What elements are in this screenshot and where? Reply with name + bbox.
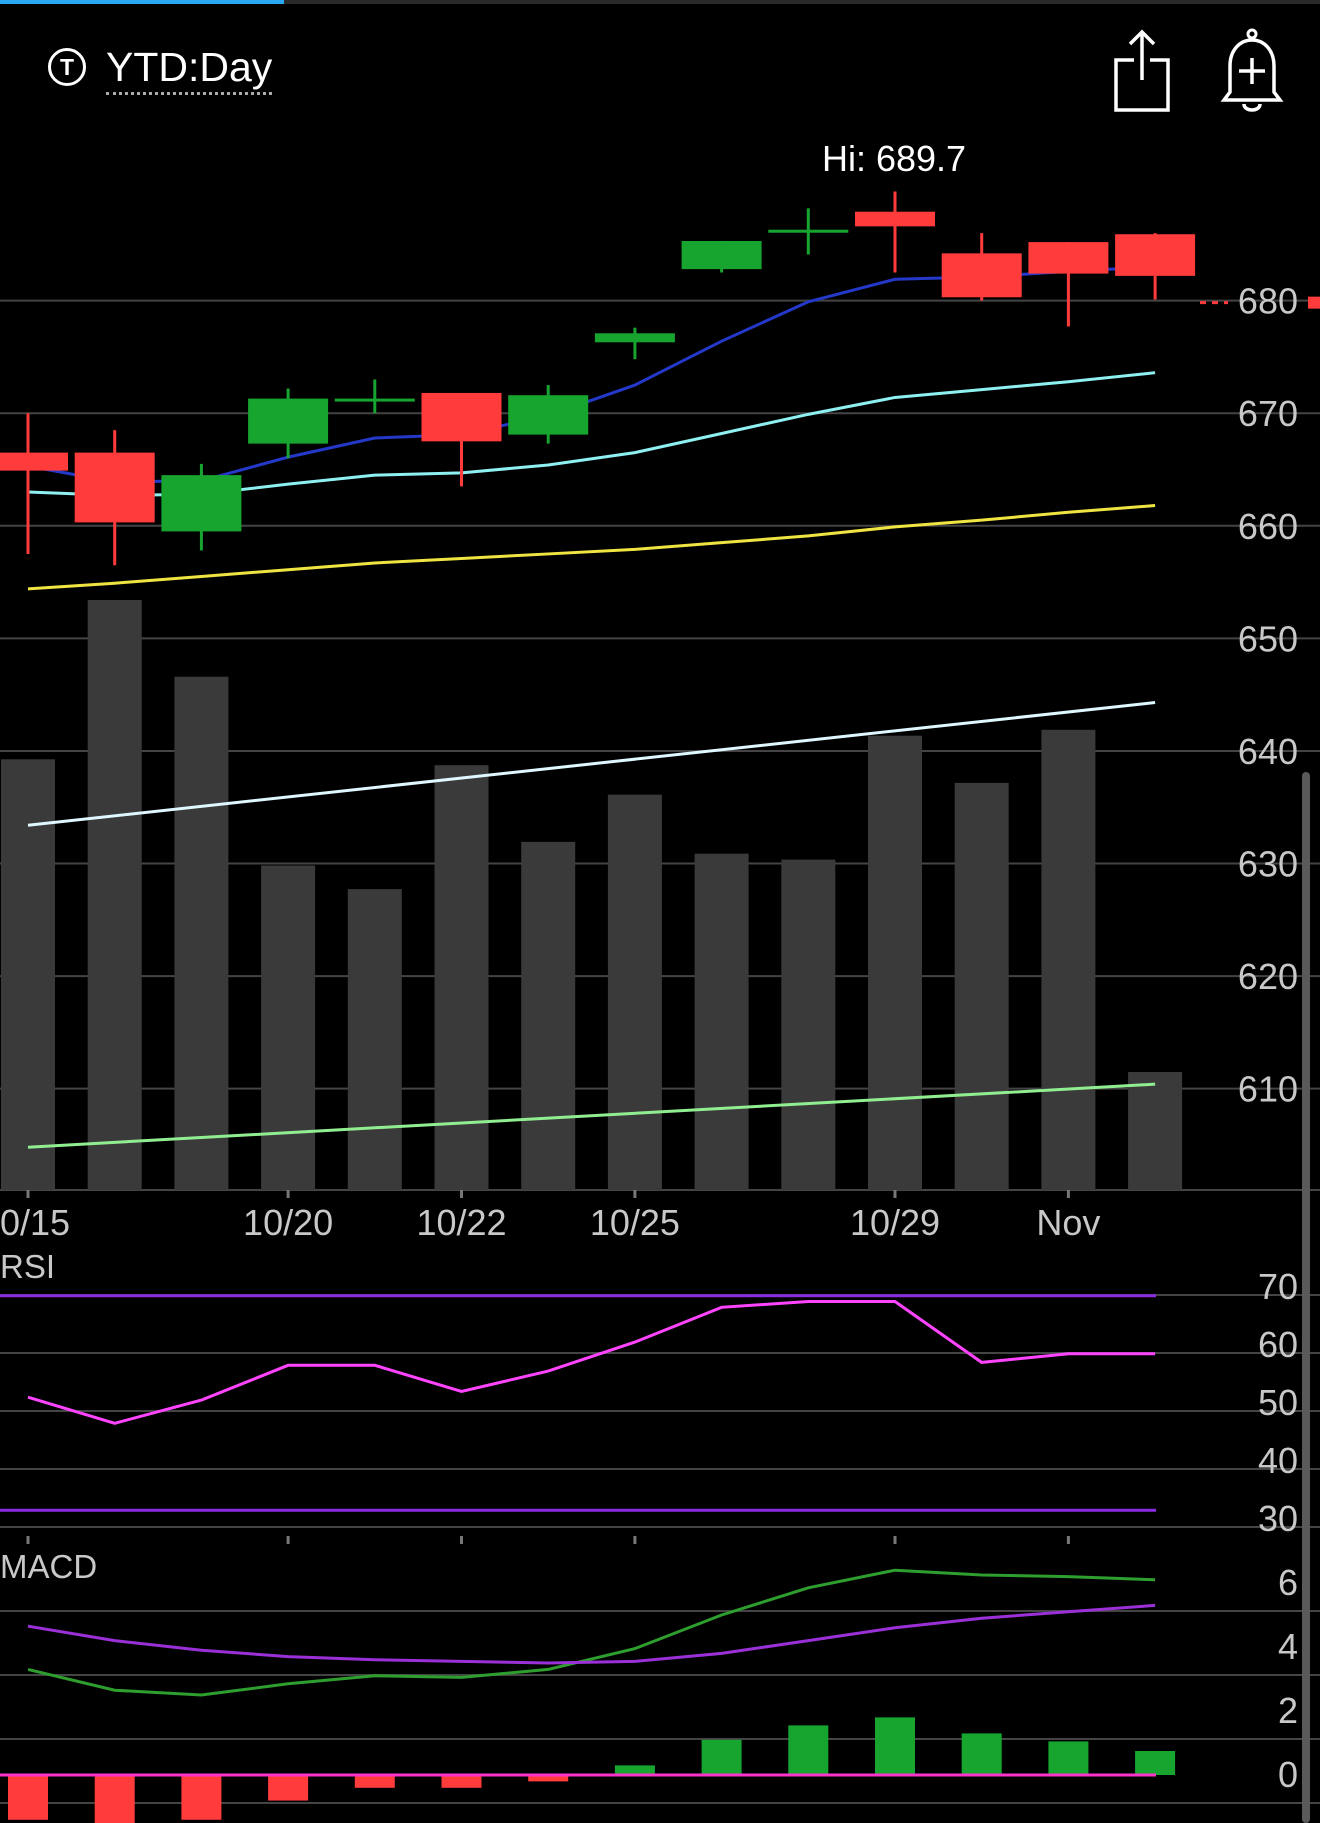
candle-body [855, 211, 935, 227]
candle-body [681, 240, 762, 270]
rsi-tick-label: 30 [1258, 1498, 1298, 1539]
scroll-indicator [1302, 772, 1310, 1823]
macd-histogram-bar [961, 1733, 1002, 1775]
volume-bar [868, 735, 922, 1190]
loading-progress-track [0, 0, 1320, 4]
moving-average-line-ma_slow [27, 504, 1156, 591]
candle-body [768, 229, 849, 233]
candle-body [74, 452, 155, 523]
date-tick-label: 0/15 [0, 1202, 70, 1243]
volume-bar [174, 676, 229, 1190]
loading-progress-fill [0, 0, 284, 4]
high-price-label: Hi: 689.7 [822, 138, 966, 179]
candle-body [1028, 242, 1109, 274]
price-tick-label: 680 [1238, 281, 1298, 322]
macd-tick-label: 4 [1278, 1626, 1298, 1667]
macd-histogram-bar [875, 1717, 915, 1775]
candle-body [1115, 234, 1196, 276]
macd-tick-label: 6 [1278, 1562, 1298, 1603]
volume-bar [954, 782, 1009, 1190]
macd-histogram-bar [354, 1775, 395, 1788]
volume-bar [607, 794, 662, 1190]
volume-bar [87, 600, 142, 1190]
volume-bar [521, 841, 576, 1190]
candle-body [0, 452, 68, 471]
timeframe-icon[interactable]: T [48, 48, 86, 86]
price-tick-label: 670 [1238, 393, 1298, 434]
price-tick-label: 650 [1238, 618, 1298, 659]
date-tick-label: 10/29 [850, 1202, 940, 1243]
last-price-marker [1308, 296, 1320, 309]
candle-body [941, 253, 1022, 298]
candle-body [594, 333, 675, 343]
candle-body [248, 398, 329, 444]
volume-bar [261, 865, 316, 1190]
moving-average-line-ma_fast [27, 265, 1156, 484]
volume-bar [1041, 729, 1096, 1190]
volume-bar [781, 859, 836, 1190]
macd-histogram-bar [614, 1765, 655, 1775]
volume-bar [347, 889, 402, 1190]
price-tick-label: 620 [1238, 956, 1298, 997]
chart-header: T YTD:Day [0, 0, 1320, 140]
date-tick-label: Nov [1036, 1202, 1100, 1243]
add-alert-button[interactable] [1216, 28, 1288, 114]
rsi-tick-label: 40 [1258, 1440, 1298, 1481]
rsi-tick-label: 50 [1258, 1382, 1298, 1423]
volume-bar [694, 853, 749, 1190]
volume-bar [434, 765, 489, 1190]
macd-line-signal [27, 1603, 1156, 1665]
rsi-tick-label: 70 [1258, 1266, 1298, 1307]
macd-histogram-bar [788, 1725, 829, 1775]
moving-average-line-ma_long [27, 701, 1156, 827]
macd-histogram-bar [528, 1775, 569, 1782]
macd-title: MACD [0, 1548, 97, 1585]
candle-body [421, 392, 502, 442]
rsi-title: RSI [0, 1248, 55, 1285]
macd-tick-label: 0 [1278, 1754, 1298, 1795]
rsi-tick-label: 60 [1258, 1324, 1298, 1365]
macd-line-macd [27, 1568, 1156, 1697]
candle-body [334, 398, 415, 402]
date-tick-label: 10/25 [590, 1202, 680, 1243]
macd-histogram-bar [181, 1775, 222, 1820]
macd-histogram-bar [94, 1775, 135, 1823]
price-tick-label: 610 [1238, 1069, 1298, 1110]
rsi-line [27, 1300, 1156, 1425]
macd-histogram-bar [268, 1775, 309, 1801]
volume-bar [1, 759, 55, 1190]
macd-histogram-bar [8, 1775, 48, 1820]
volume-bar [1128, 1072, 1183, 1190]
date-tick-label: 10/20 [243, 1202, 333, 1243]
share-button[interactable] [1110, 28, 1174, 114]
add-alert-bell-icon [1220, 28, 1284, 112]
macd-histogram-bar [1048, 1741, 1089, 1775]
moving-average-line-ma_longest [27, 1082, 1156, 1149]
candle-body [508, 395, 589, 435]
macd-histogram-bar [1135, 1751, 1176, 1775]
timeframe-selector[interactable]: YTD:Day [106, 44, 273, 95]
price-tick-label: 640 [1238, 731, 1298, 772]
candle-body [161, 475, 242, 532]
date-tick-label: 10/22 [416, 1202, 506, 1243]
price-tick-label: 660 [1238, 506, 1298, 547]
price-tick-label: 630 [1238, 844, 1298, 885]
share-icon [1114, 29, 1170, 112]
macd-histogram-bar [441, 1775, 482, 1788]
macd-histogram-bar [701, 1739, 742, 1775]
macd-tick-label: 2 [1278, 1690, 1298, 1731]
